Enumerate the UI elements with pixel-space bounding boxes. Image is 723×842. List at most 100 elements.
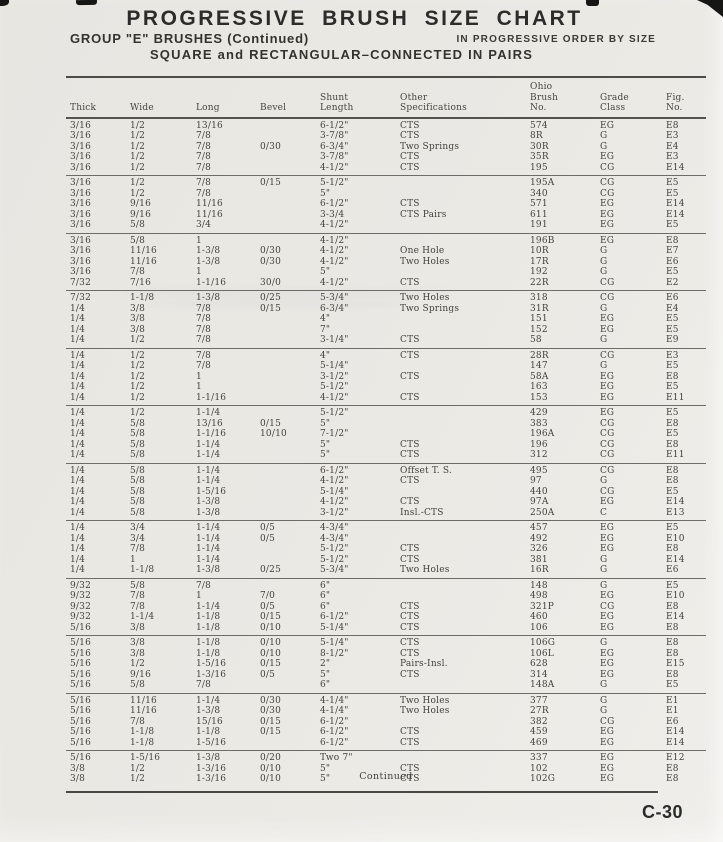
cell-shunt_length: 5-1/4" [320,622,349,633]
cell-ohio_brush_no: 192 [530,267,548,277]
cell-ohio_brush_no: 58A [530,371,549,382]
cell-ohio_brush_no: 10R [530,246,549,256]
cell-grade_class: CG [600,465,615,476]
cell-other_specifications: Two Holes [400,256,450,267]
cell-ohio_brush_no: 314 [530,669,548,680]
cell-other_specifications: Two Holes [400,706,450,716]
table-row: 9/32 5/8 7/8 6" 148 G E5 [66,581,706,592]
cell-shunt_length: 4-1/2" [320,162,349,173]
cell-shunt_length: 4-1/2" [320,476,349,486]
cell-grade_class: EG [600,648,615,659]
table-group: 5/16 11/16 1-1/4 0/30 4-1/4" Two Holes 377 G E1 5… [66,694,706,751]
cell-grade_class: G [600,580,608,591]
scan-artifact-top-2 [586,0,599,6]
cell-fig_no: E14 [666,497,685,507]
cell-fig_no: E5 [666,523,679,533]
cell-thick: 5/16 [70,706,92,716]
cell-shunt_length: 3-1/2" [320,507,349,518]
cell-other_specifications [396,314,526,325]
cell-wide: 1-1/8 [130,737,155,748]
cell-fig_no: E14 [666,209,685,220]
cell-long: 7/8 [196,335,212,345]
table-row: 1/4 5/8 1-5/16 5-1/4" 440 CG E5 [66,487,706,498]
cell-shunt_length: 3-1/4" [320,335,349,345]
cell-bevel [256,555,316,566]
cell-ohio_brush_no: 460 [530,612,548,622]
cell-shunt_length: 6" [320,580,331,591]
cell-bevel: 0/20 [260,753,282,763]
cell-wide: 5/8 [130,497,146,507]
cell-wide: 5/8 [130,439,146,450]
table-row: 3/16 9/16 11/16 6-1/2" CTS 571 EG E14 [66,199,706,210]
cell-bevel [256,440,316,451]
cell-ohio_brush_no: 147 [530,361,548,371]
cell-grade_class: CG [600,188,615,199]
table-row: 1/4 1/2 7/8 5-1/4" 147 G E5 [66,361,706,372]
cell-long: 7/8 [196,152,212,162]
cell-long: 1-3/8 [196,507,221,518]
cell-bevel [256,163,316,174]
cell-ohio_brush_no: 191 [530,220,548,230]
cell-bevel [256,487,316,498]
cell-shunt_length: 5-1/4" [320,638,349,648]
cell-grade_class: G [600,565,608,575]
cell-ohio_brush_no: 106L [530,648,554,659]
cell-other_specifications: CTS [400,669,420,680]
cell-thick: 3/16 [70,209,92,220]
cell-bevel: 0/25 [260,565,282,575]
cell-fig_no: E8 [666,774,679,784]
cell-bevel: 0/10 [260,648,282,659]
cell-long: 1-3/8 [196,706,221,716]
cell-long: 1-3/8 [196,256,221,267]
cell-thick: 3/16 [70,199,92,209]
cell-shunt_length: 5" [320,267,331,277]
cell-ohio_brush_no: 571 [530,199,548,209]
cell-shunt_length: 4-1/2" [320,277,349,288]
cell-bevel: 0/30 [260,141,282,152]
cell-wide: 1/2 [130,178,146,188]
cell-other_specifications: CTS [400,152,420,162]
cell-grade_class: EG [600,669,615,680]
cell-other_specifications [396,325,526,336]
cell-thick: 3/16 [70,178,92,188]
cell-long: 13/16 [196,120,223,131]
table-row: 1/4 5/8 1-1/16 10/10 7-1/2" 196A CG E5 [66,429,706,440]
cell-grade_class: G [600,246,608,256]
table-row: 1/4 5/8 1-3/8 4-1/2" CTS 97A EG E14 [66,497,706,508]
cell-grade_class: CG [600,418,615,429]
cell-grade_class: G [600,554,608,565]
cell-wide: 7/8 [130,591,146,601]
cell-thick: 1/4 [70,565,86,575]
cell-fig_no: E5 [666,314,679,324]
table-row: 1/4 1/2 1 3-1/2" CTS 58A EG E8 [66,372,706,383]
cell-long: 3/4 [196,220,212,230]
cell-grade_class: CG [600,601,615,612]
cell-grade_class: EG [600,591,615,601]
cell-wide: 1/2 [130,408,146,418]
cell-long: 7/8 [196,131,212,141]
cell-bevel: 0/15 [260,178,282,188]
table-row: 5/16 1-1/8 1-1/8 0/15 6-1/2" CTS 459 EG E14 [66,727,706,738]
cell-bevel: 0/30 [260,256,282,267]
cell-fig_no: E4 [666,303,679,314]
cell-fig_no: E8 [666,476,679,486]
cell-wide: 3/8 [130,303,146,314]
cell-shunt_length: 5-3/4" [320,565,349,575]
cell-other_specifications: CTS [400,350,420,361]
column-header-ohio_brush_no: Ohio Brush No. [530,82,559,113]
cell-fig_no: E3 [666,350,679,361]
cell-wide: 3/8 [130,314,146,324]
cell-bevel [256,738,316,749]
cell-shunt_length: 5" [320,763,331,774]
cell-ohio_brush_no: 383 [530,418,548,429]
cell-fig_no: E14 [666,727,685,737]
cell-fig_no: E8 [666,465,679,476]
cell-thick: 5/16 [70,716,92,727]
bleedthrough-smudge [150,300,410,308]
cell-grade_class: G [600,638,608,648]
cell-thick: 1/4 [70,544,86,554]
cell-ohio_brush_no: 97 [530,476,542,486]
table-row: 3/16 5/8 1 4-1/2" 196B EG E8 [66,236,706,247]
table-row: 1/4 3/4 1-1/4 0/5 4-3/4" 457 EG E5 [66,523,706,534]
cell-wide: 7/16 [130,277,152,288]
